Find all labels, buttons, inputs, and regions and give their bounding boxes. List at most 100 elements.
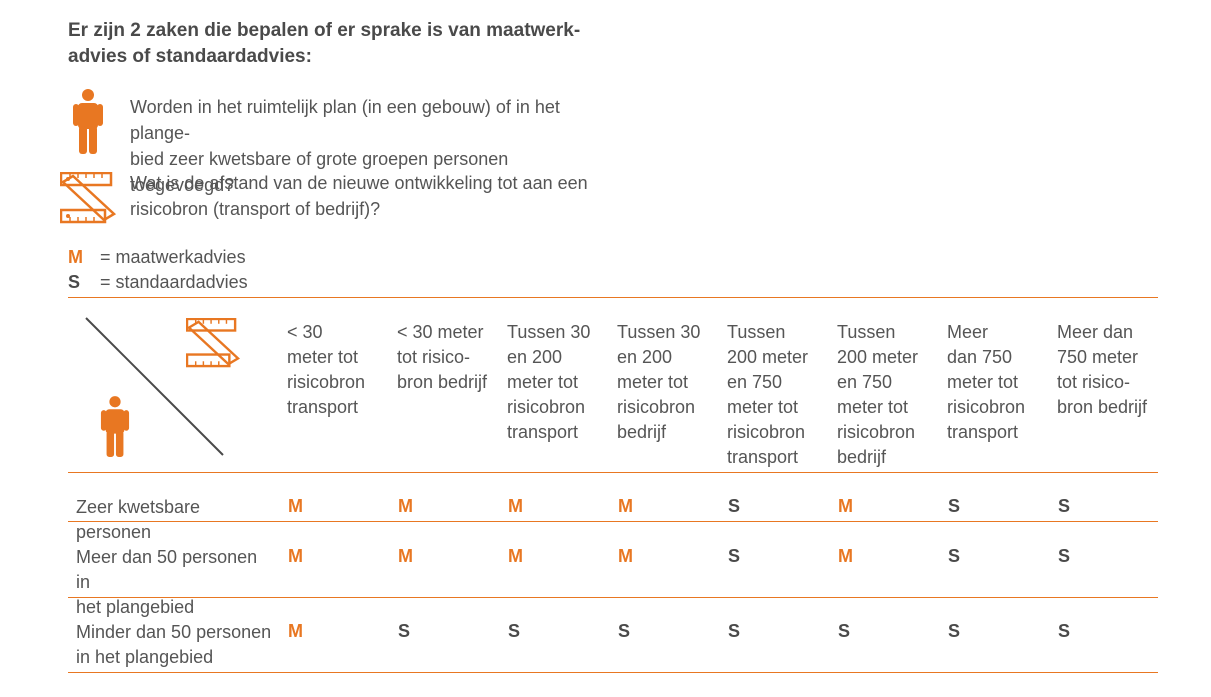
table-corner-diagonal — [85, 317, 224, 456]
column-header-line: meter tot — [507, 372, 579, 392]
legend-s: S = standaardadvies — [68, 270, 248, 294]
column-header-line: transport — [727, 447, 799, 467]
table-cell: M — [838, 496, 853, 516]
column-header-line: meter tot — [727, 397, 799, 417]
row-label-2: Meer dan 50 personen in het plangebied — [76, 545, 276, 620]
column-header-line: Tussen 30 — [617, 322, 701, 342]
legend-key-s: S — [68, 272, 81, 292]
column-header-line: en 200 — [507, 347, 563, 367]
table-cell: S — [728, 546, 741, 566]
table-cell: M — [618, 496, 633, 516]
table-cell: M — [618, 546, 633, 566]
column-header-line: Meer dan — [1057, 322, 1134, 342]
header-rule — [68, 472, 1158, 473]
person-icon — [73, 89, 103, 154]
table-cell: S — [948, 496, 961, 516]
table-cell: M — [288, 546, 303, 566]
column-header-3: Tussen 30 en 200 meter tot risicobron tr… — [507, 320, 611, 445]
legend-key-m: M — [68, 247, 83, 267]
column-header-line: en 750 — [837, 372, 893, 392]
table-cell: S — [948, 621, 961, 641]
column-header-line: 200 meter — [837, 347, 919, 367]
table-cell: S — [1058, 621, 1071, 641]
column-header-line: meter tot — [947, 372, 1019, 392]
column-header-line: Tussen 30 — [507, 322, 591, 342]
corner-folding-ruler-icon — [186, 318, 240, 368]
column-header-line: bedrijf — [617, 422, 667, 442]
row-label-line: Minder dan 50 personen — [76, 622, 272, 642]
column-header-line: < 30 meter — [397, 322, 484, 342]
column-header-6: Tussen 200 meter en 750 meter tot risico… — [837, 320, 941, 470]
legend-m: M = maatwerkadvies — [68, 245, 246, 269]
table-cell: M — [838, 546, 853, 566]
column-header-line: transport — [287, 397, 359, 417]
column-header-line: 750 meter — [1057, 347, 1139, 367]
legend-label-m: = maatwerkadvies — [100, 247, 246, 267]
table-cell: S — [948, 546, 961, 566]
column-header-line: transport — [947, 422, 1019, 442]
legend-label-s: = standaardadvies — [100, 272, 248, 292]
table-cell: S — [398, 621, 411, 641]
column-header-line: risicobron — [727, 422, 806, 442]
table-cell: S — [728, 621, 741, 641]
column-header-line: tot risico- — [397, 347, 471, 367]
table-cell: S — [618, 621, 631, 641]
column-header-line: meter tot — [837, 397, 909, 417]
column-header-line: meter tot — [287, 347, 359, 367]
corner-person-icon — [100, 396, 130, 457]
column-header-8: Meer dan 750 meter tot risico- bron bedr… — [1057, 320, 1161, 420]
column-header-line: risicobron — [947, 397, 1026, 417]
question-2: Wat is de afstand van de nieuwe ontwikke… — [130, 170, 610, 222]
column-header-line: risicobron — [287, 372, 366, 392]
row-label-3: Minder dan 50 personen in het plangebied — [76, 620, 276, 670]
table-cell: S — [1058, 496, 1071, 516]
column-header-5: Tussen 200 meter en 750 meter tot risico… — [727, 320, 831, 470]
column-header-line: bron bedrijf — [397, 372, 488, 392]
column-header-7: Meer dan 750 meter tot risicobron transp… — [947, 320, 1051, 445]
row-label-line: Zeer kwetsbare personen — [76, 497, 201, 542]
column-header-line: transport — [507, 422, 579, 442]
question-2-line-1: Wat is de afstand van de nieuwe ontwikke… — [130, 173, 588, 193]
row-3-rule — [68, 672, 1158, 673]
column-header-line: bedrijf — [837, 447, 887, 467]
column-header-line: en 200 — [617, 347, 673, 367]
table-cell: S — [508, 621, 521, 641]
column-header-line: en 750 — [727, 372, 783, 392]
row-label-line: in het plangebied — [76, 647, 214, 667]
page-heading: Er zijn 2 zaken die bepalen of er sprake… — [68, 18, 588, 70]
column-header-line: Tussen — [837, 322, 896, 342]
column-header-4: Tussen 30 en 200 meter tot risicobron be… — [617, 320, 721, 445]
table-cell: M — [288, 496, 303, 516]
column-header-line: 200 meter — [727, 347, 809, 367]
heading-line-2: advies of standaardadvies: — [68, 46, 312, 67]
row-label-line: het plangebied — [76, 597, 195, 617]
question-1-line-2: bied zeer kwetsbare of grote groepen per… — [130, 149, 509, 195]
table-cell: M — [398, 546, 413, 566]
column-header-1: < 30 meter tot risicobron transport — [287, 320, 391, 420]
row-2-rule — [68, 597, 1158, 598]
table-cell: M — [288, 621, 303, 641]
column-header-line: Meer — [947, 322, 989, 342]
table-top-rule — [68, 297, 1158, 298]
table-cell: S — [838, 621, 851, 641]
table-cell: M — [398, 496, 413, 516]
heading-line-1: Er zijn 2 zaken die bepalen of er sprake… — [68, 20, 581, 41]
column-header-line: meter tot — [617, 372, 689, 392]
table-cell: S — [728, 496, 741, 516]
question-1-line-1: Worden in het ruimtelijk plan (in een ge… — [130, 97, 560, 143]
column-header-2: < 30 meter tot risico- bron bedrijf — [397, 320, 501, 395]
column-header-line: tot risico- — [1057, 372, 1131, 392]
question-2-line-2: risicobron (transport of bedrijf)? — [130, 199, 381, 219]
table-cell: M — [508, 546, 523, 566]
row-label-line: Meer dan 50 personen in — [76, 547, 258, 592]
table-cell: M — [508, 496, 523, 516]
row-1-rule — [68, 521, 1158, 522]
row-label-1: Zeer kwetsbare personen — [76, 495, 276, 545]
column-header-line: Tussen — [727, 322, 786, 342]
column-header-line: risicobron — [837, 422, 916, 442]
column-header-line: risicobron — [507, 397, 586, 417]
folding-ruler-icon — [60, 172, 116, 224]
column-header-line: dan 750 — [947, 347, 1013, 367]
column-header-line: bron bedrijf — [1057, 397, 1148, 417]
table-cell: S — [1058, 546, 1071, 566]
